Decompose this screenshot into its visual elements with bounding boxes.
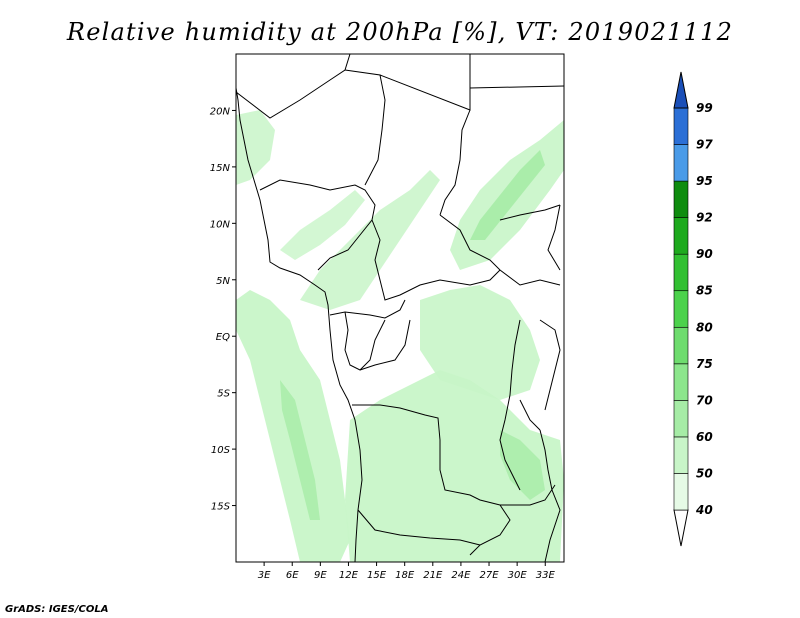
- lat-tick-label: 5N: [216, 276, 230, 287]
- border-north-3: [379, 54, 471, 111]
- lon-tick-label: 21E: [423, 570, 443, 581]
- colorbar-segment: [673, 400, 689, 438]
- lon-tick-label: 6E: [286, 570, 299, 581]
- humidity-region-lake-core: [500, 430, 545, 500]
- border-congo-2: [344, 311, 386, 371]
- lat-tick-label: 15S: [211, 502, 231, 513]
- latitude-axis: 20N 15N 10N 5N EQ 5S 10S 15S: [210, 106, 236, 513]
- lon-tick-label: 3E: [258, 570, 271, 581]
- border-central-4: [547, 204, 561, 271]
- border-sahel: [259, 179, 376, 271]
- colorbar-level-label: 92: [696, 211, 713, 225]
- lon-tick-label: 18E: [395, 570, 415, 581]
- border-angola-south: [357, 509, 481, 546]
- border-zambia: [469, 504, 511, 556]
- colorbar-level-label: 70: [696, 393, 713, 407]
- colorbar-level-label: 40: [695, 503, 713, 517]
- humidity-region-sahel: [280, 190, 365, 260]
- colorbar-segment: [673, 144, 689, 182]
- colorbar-level-label: 50: [696, 466, 713, 480]
- lat-tick-label: 5S: [217, 389, 230, 400]
- lon-tick-label: 15E: [367, 570, 387, 581]
- colorbar-top-arrow: [673, 71, 689, 109]
- colorbar-level-label: 99: [696, 101, 713, 115]
- colorbar-segment: [673, 107, 689, 145]
- humidity-region-south: [345, 370, 564, 562]
- colorbar-segment: [673, 290, 689, 328]
- colorbar-level-label: 90: [696, 247, 713, 261]
- lon-tick-label: 12E: [339, 570, 359, 581]
- colorbar-level-label: 80: [696, 320, 713, 334]
- lat-tick-label: 15N: [210, 163, 231, 174]
- colorbar-segment: [673, 436, 689, 474]
- lat-tick-label: EQ: [216, 332, 230, 343]
- country-boundaries: [236, 54, 564, 562]
- border-north-1: [236, 54, 351, 119]
- border-congo-3: [359, 319, 411, 371]
- colorbar-bottom-arrow: [673, 509, 689, 547]
- border-angola: [352, 404, 501, 506]
- lon-tick-label: 9E: [314, 570, 327, 581]
- border-central-2: [439, 214, 561, 286]
- colorbar-segment: [673, 253, 689, 292]
- colorbar-level-label: 95: [696, 174, 713, 188]
- coastline-west: [236, 87, 363, 562]
- lon-tick-label: 30E: [508, 570, 528, 581]
- humidity-region-central: [420, 285, 540, 400]
- colorbar-level-label: 85: [696, 284, 713, 298]
- border-north-4: [439, 109, 471, 216]
- lon-tick-label: 27E: [480, 570, 500, 581]
- border-congo-1: [329, 299, 406, 319]
- colorbar-segment: [673, 217, 689, 255]
- border-south-east: [539, 429, 561, 562]
- colorbar-segment: [673, 180, 689, 218]
- border-east-lakes: [539, 319, 561, 411]
- lat-tick-label: 10S: [211, 445, 231, 456]
- border-east-1: [469, 85, 564, 89]
- border-north-2: [344, 69, 386, 186]
- border-south-1: [500, 484, 556, 506]
- colorbar-segment: [673, 363, 689, 401]
- humidity-region-sw-core: [280, 380, 320, 520]
- humidity-region-north-band: [300, 170, 440, 310]
- border-central-3: [499, 204, 561, 221]
- border-drc-east: [499, 319, 521, 491]
- colorbar-legend: 40 50 60 70 75 80 85 90 92 95 97 99: [673, 71, 713, 547]
- longitude-axis: 3E 6E 9E 12E 15E 18E 21E 24E 27E 30E 33E: [258, 562, 556, 581]
- humidity-region-ne-core: [470, 150, 545, 240]
- map-title: Relative humidity at 200hPa [%], VT: 201…: [66, 18, 734, 46]
- lat-tick-label: 10N: [210, 219, 231, 230]
- lon-tick-label: 24E: [451, 570, 471, 581]
- map-frame: [235, 53, 565, 563]
- grads-credit: GrADS: IGES/COLA: [5, 604, 109, 615]
- colorbar-segment: [673, 326, 689, 365]
- lon-tick-label: 33E: [536, 570, 556, 581]
- border-northeast: [519, 399, 541, 431]
- colorbar-level-label: 75: [696, 357, 713, 371]
- colorbar-level-label: 97: [696, 138, 713, 152]
- colorbar-segment: [673, 473, 689, 511]
- border-central-1: [371, 219, 501, 301]
- colorbar-level-label: 60: [696, 430, 713, 444]
- lat-tick-label: 20N: [210, 106, 231, 117]
- humidity-shading: [236, 110, 564, 562]
- humidity-region-northwest: [236, 110, 275, 185]
